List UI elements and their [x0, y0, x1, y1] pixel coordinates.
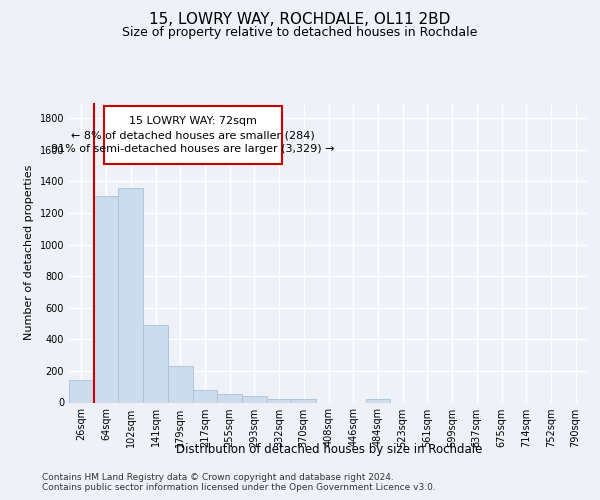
Bar [267, 398, 292, 402]
Text: Distribution of detached houses by size in Rochdale: Distribution of detached houses by size … [176, 442, 482, 456]
Y-axis label: Number of detached properties: Number of detached properties [24, 165, 34, 340]
Bar [292, 400, 316, 402]
Text: 15, LOWRY WAY, ROCHDALE, OL11 2BD: 15, LOWRY WAY, ROCHDALE, OL11 2BD [149, 12, 451, 28]
Text: Contains HM Land Registry data © Crown copyright and database right 2024.
Contai: Contains HM Land Registry data © Crown c… [42, 472, 436, 492]
Bar [104, 106, 281, 164]
Bar [118, 188, 143, 402]
Bar [94, 196, 118, 402]
Bar [143, 325, 168, 402]
Bar [168, 366, 193, 403]
Text: Size of property relative to detached houses in Rochdale: Size of property relative to detached ho… [122, 26, 478, 39]
Bar [193, 390, 217, 402]
Bar [365, 400, 390, 402]
Bar [69, 380, 94, 402]
Bar [217, 394, 242, 402]
Text: 15 LOWRY WAY: 72sqm
← 8% of detached houses are smaller (284)
91% of semi-detach: 15 LOWRY WAY: 72sqm ← 8% of detached hou… [51, 116, 334, 154]
Bar [242, 396, 267, 402]
